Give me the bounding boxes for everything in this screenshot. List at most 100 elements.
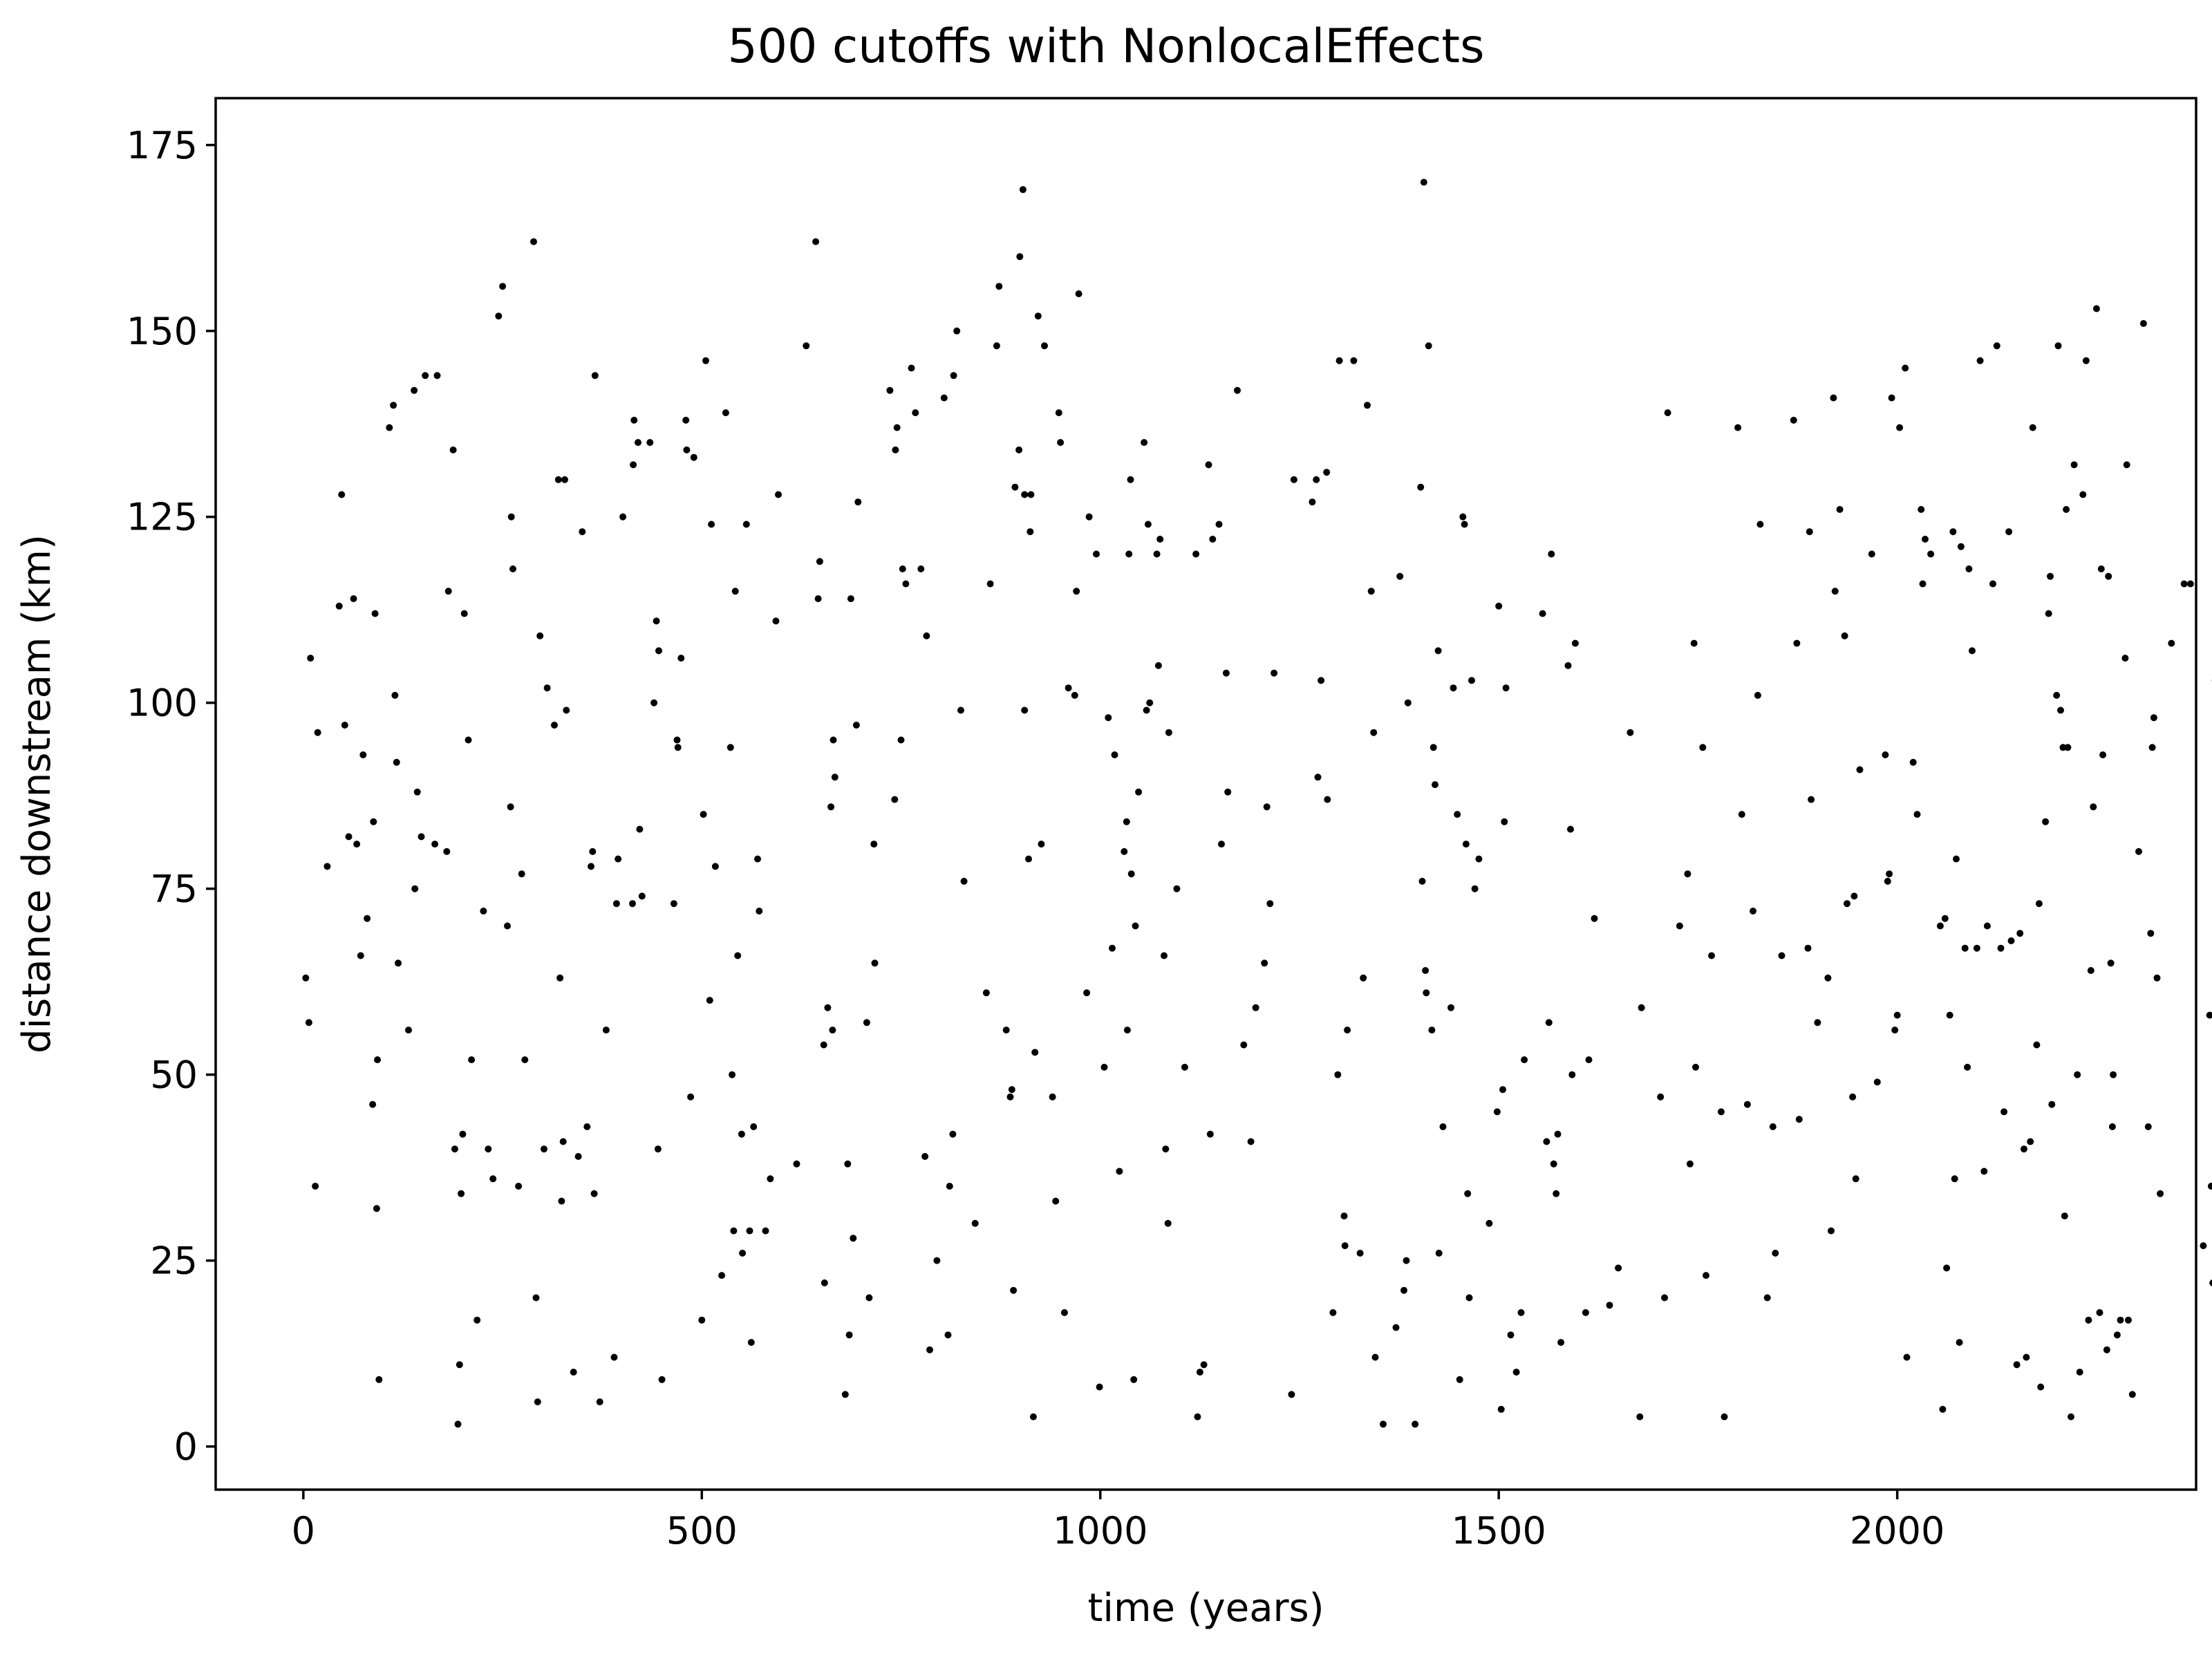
- data-point: [636, 825, 644, 833]
- data-point: [1913, 811, 1921, 818]
- data-point: [1173, 885, 1181, 892]
- data-point: [682, 416, 690, 424]
- data-point: [1261, 959, 1268, 967]
- data-point: [559, 1138, 567, 1145]
- data-point: [812, 238, 820, 245]
- data-point: [1041, 342, 1048, 350]
- data-point: [2027, 1138, 2034, 1145]
- data-point: [2068, 1413, 2074, 1421]
- data-point: [554, 476, 562, 483]
- data-point: [1156, 536, 1164, 543]
- data-point: [2076, 1369, 2083, 1376]
- data-point: [700, 811, 707, 818]
- data-point: [460, 610, 468, 617]
- data-point: [946, 1183, 953, 1190]
- y-tick-label: 100: [126, 682, 198, 725]
- data-point: [912, 409, 919, 417]
- data-point: [646, 439, 654, 447]
- data-point: [2139, 320, 2147, 327]
- x-tick-label: 1000: [1053, 1509, 1147, 1553]
- data-point: [1795, 1116, 1803, 1123]
- data-point: [1501, 818, 1508, 825]
- data-point: [1435, 1249, 1443, 1257]
- data-point: [1006, 1093, 1014, 1100]
- data-point: [1841, 632, 1848, 639]
- data-point: [793, 1160, 800, 1168]
- data-point: [509, 565, 516, 572]
- data-point: [518, 870, 525, 878]
- data-point: [1323, 469, 1331, 476]
- data-point: [1052, 1197, 1060, 1205]
- data-point: [1927, 550, 1935, 558]
- data-point: [345, 833, 353, 841]
- data-point: [374, 1056, 381, 1064]
- data-point: [1873, 1078, 1881, 1086]
- data-point: [1027, 491, 1035, 498]
- data-point: [1360, 974, 1367, 982]
- data-point: [1824, 974, 1832, 982]
- data-point: [993, 342, 1000, 350]
- data-point: [350, 595, 357, 603]
- data-point: [2016, 930, 2024, 937]
- data-point: [2099, 751, 2107, 758]
- data-point: [1271, 669, 1278, 677]
- data-point: [1288, 1391, 1295, 1398]
- data-point: [1200, 1361, 1208, 1369]
- data-point: [2053, 691, 2061, 699]
- data-point: [953, 327, 961, 335]
- data-point: [1002, 1027, 1010, 1034]
- data-point: [1055, 409, 1062, 417]
- data-point: [1019, 186, 1027, 194]
- data-point: [841, 1391, 849, 1398]
- data-point: [312, 1183, 319, 1190]
- data-point: [1517, 1309, 1525, 1316]
- data-point: [556, 974, 564, 982]
- data-point: [1493, 1108, 1501, 1116]
- data-point: [2110, 1071, 2117, 1078]
- data-point: [1756, 521, 1764, 528]
- data-point: [1754, 691, 1761, 699]
- x-axis-ticks: 0 500 1000 1500 2000: [292, 1490, 1944, 1553]
- data-point: [507, 513, 515, 521]
- data-point: [1130, 1376, 1138, 1383]
- data-point: [1721, 1413, 1728, 1421]
- data-point: [870, 841, 878, 848]
- data-point: [1790, 416, 1797, 424]
- data-point: [1252, 1004, 1259, 1011]
- data-point: [324, 863, 331, 870]
- data-point: [940, 394, 948, 402]
- data-point: [1340, 1212, 1348, 1220]
- data-point: [629, 900, 636, 908]
- data-point: [1568, 1071, 1576, 1078]
- data-point: [747, 1339, 755, 1346]
- data-point: [1132, 922, 1139, 930]
- data-point: [847, 595, 854, 603]
- data-point: [2087, 967, 2094, 974]
- data-point: [1135, 788, 1143, 796]
- data-point: [1350, 357, 1358, 364]
- data-point: [1324, 796, 1331, 803]
- data-point: [1314, 774, 1322, 781]
- data-point: [2117, 1316, 2124, 1324]
- data-point: [742, 521, 750, 528]
- data-point: [561, 476, 568, 483]
- data-point: [754, 855, 761, 863]
- data-point: [1447, 1004, 1454, 1011]
- y-tick-label: 125: [126, 496, 198, 539]
- data-point: [1400, 1286, 1407, 1294]
- data-point: [1763, 1294, 1771, 1302]
- data-point: [731, 588, 739, 595]
- data-point: [558, 1197, 565, 1205]
- data-point: [1684, 870, 1691, 878]
- data-point: [1057, 439, 1065, 447]
- data-point: [1105, 714, 1112, 722]
- data-point: [727, 744, 734, 751]
- data-point: [485, 1145, 492, 1153]
- data-point: [335, 602, 343, 610]
- data-point: [411, 885, 419, 892]
- data-point: [499, 283, 507, 290]
- data-point: [893, 424, 901, 431]
- data-point: [1313, 476, 1320, 483]
- data-point: [1939, 1405, 1947, 1413]
- data-point: [1010, 1286, 1018, 1294]
